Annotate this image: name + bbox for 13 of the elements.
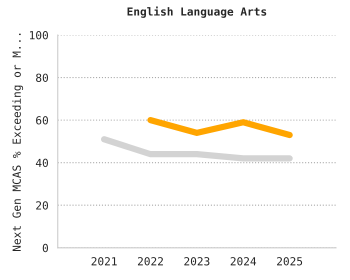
y-tick-label: 20 — [36, 201, 48, 210]
y-axis-title: Next Gen MCAS % Exceeding or M... — [12, 34, 24, 252]
x-tick-label: 2023 — [184, 257, 210, 266]
x-tick-label: 2021 — [92, 257, 117, 266]
x-tick-label: 2024 — [230, 257, 256, 266]
chart-title: English Language Arts — [128, 6, 266, 18]
x-tick-label: 2025 — [277, 257, 302, 266]
y-tick-label: 40 — [36, 158, 48, 168]
y-tick-label: 60 — [36, 116, 48, 125]
x-tick-label: 2022 — [138, 257, 163, 266]
y-tick-label: 100 — [30, 31, 48, 40]
y-tick-label: 80 — [36, 74, 48, 82]
y-tick-label: 0 — [42, 244, 48, 252]
